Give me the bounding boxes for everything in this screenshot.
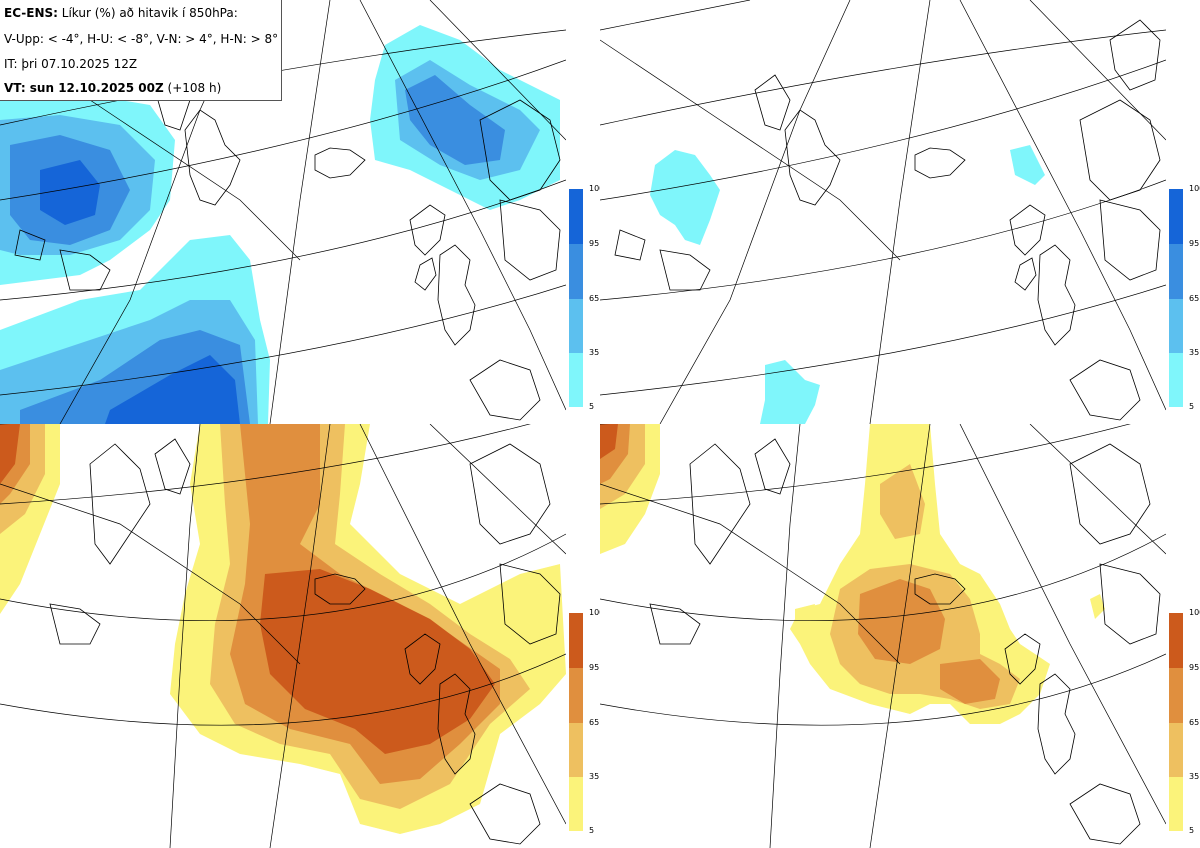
colorbar-top-left-wrap: 100 95 65 35 5	[569, 185, 604, 411]
prob-area-95	[40, 160, 100, 225]
colorbar-band-65-95	[1169, 244, 1183, 299]
colorbar-band-95-100	[1169, 613, 1183, 668]
prob-area-65c	[940, 659, 1000, 704]
colorbar-tick: 35	[589, 772, 600, 781]
colorbar-tick: 100	[1189, 184, 1200, 193]
colorbar-band-95-100	[1169, 189, 1183, 244]
prob-area-95b	[105, 355, 240, 424]
prob-area-5c	[760, 360, 820, 424]
prob-area-65c	[405, 75, 505, 165]
prob-area-95	[0, 424, 20, 484]
valid-time-line: VT: sun 12.10.2025 00Z (+108 h)	[4, 81, 221, 95]
colorbar-tick: 65	[589, 294, 600, 303]
probability-field	[0, 424, 566, 834]
model-label: EC-ENS:	[4, 6, 58, 20]
map-canvas-top-left	[0, 0, 566, 424]
coastlines	[649, 438, 1161, 845]
probability-field	[0, 25, 560, 424]
coastlines	[49, 438, 561, 845]
colorbar-tick: 35	[1189, 348, 1200, 357]
title-text: Líkur (%) að hitavik í 850hPa:	[61, 6, 238, 20]
prob-area-95b	[260, 569, 495, 754]
colorbar-band-5-35	[569, 353, 583, 407]
colorbar-band-65-95	[1169, 668, 1183, 723]
colorbar-band-5-35	[1169, 777, 1183, 831]
colorbar-band-35-65	[569, 299, 583, 353]
colorbar-bottom-left-wrap: 100 95 65 35 5	[569, 609, 604, 835]
colorbar-tick: 5	[589, 826, 595, 835]
prob-area-5b	[1010, 145, 1045, 185]
colorbar-tick: 95	[589, 663, 600, 672]
colorbar-tick: 100	[589, 184, 605, 193]
colorbar-tick: 65	[1189, 294, 1200, 303]
map-panel-bottom-left	[0, 424, 566, 848]
colorbar-band-35-65	[1169, 723, 1183, 777]
probability-field	[650, 145, 1045, 424]
graticule	[600, 424, 1166, 848]
prob-area-5d	[795, 604, 815, 624]
colorbar-band-5-35	[1169, 353, 1183, 407]
init-time: IT: þri 07.10.2025 12Z	[4, 57, 138, 71]
valid-time-suffix: (+108 h)	[167, 81, 222, 95]
graticule	[0, 424, 566, 848]
colorbar-tick: 5	[589, 402, 595, 411]
graticule	[0, 0, 566, 424]
colorbar-band-95-100	[569, 613, 583, 668]
probability-field	[600, 424, 1105, 724]
map-panel-bottom-right	[600, 424, 1166, 848]
colorbar-band-35-65	[1169, 299, 1183, 353]
colorbar-tick: 35	[1189, 772, 1200, 781]
thresholds-line: V-Upp: < -4°, H-U: < -8°, V-N: > 4°, H-N…	[4, 32, 279, 46]
colorbar-tick: 95	[1189, 663, 1200, 672]
title-line-1: EC-ENS: Líkur (%) að hitavik í 850hPa:	[4, 6, 238, 20]
prob-area-35c	[880, 464, 925, 539]
colorbar-band-95-100	[569, 189, 583, 244]
colorbar-tick: 95	[1189, 239, 1200, 248]
map-canvas-bottom-right	[600, 424, 1166, 848]
colorbar-tick: 35	[589, 348, 600, 357]
colorbar-tick: 100	[589, 608, 605, 617]
colorbar-tick: 65	[1189, 718, 1200, 727]
colorbar-tick: 100	[1189, 608, 1200, 617]
prob-area-5c	[1090, 594, 1105, 619]
colorbar-tick: 65	[589, 718, 600, 727]
colorbar-bottom-right-wrap: 100 95 65 35 5	[1169, 609, 1200, 835]
valid-time-label: VT: sun 12.10.2025 00Z	[4, 81, 164, 95]
map-panel-top-right	[600, 0, 1166, 424]
colorbar-band-65-95	[569, 668, 583, 723]
prob-area-65b	[858, 579, 945, 664]
colorbar-tick: 5	[1189, 402, 1195, 411]
colorbar-band-5-35	[569, 777, 583, 831]
colorbar-tick: 5	[1189, 826, 1195, 835]
map-canvas-bottom-left	[0, 424, 566, 848]
map-canvas-top-right	[600, 0, 1166, 424]
colorbar-band-65-95	[569, 244, 583, 299]
coastlines	[14, 74, 561, 421]
colorbar-band-35-65	[569, 723, 583, 777]
map-title-box: EC-ENS: Líkur (%) að hitavik í 850hPa: V…	[0, 0, 282, 101]
prob-area-95	[600, 424, 618, 459]
prob-area-5	[650, 150, 720, 245]
coastlines	[614, 19, 1161, 421]
colorbar-top-right-wrap: 100 95 65 35 5	[1169, 185, 1200, 411]
colorbar-tick: 95	[589, 239, 600, 248]
